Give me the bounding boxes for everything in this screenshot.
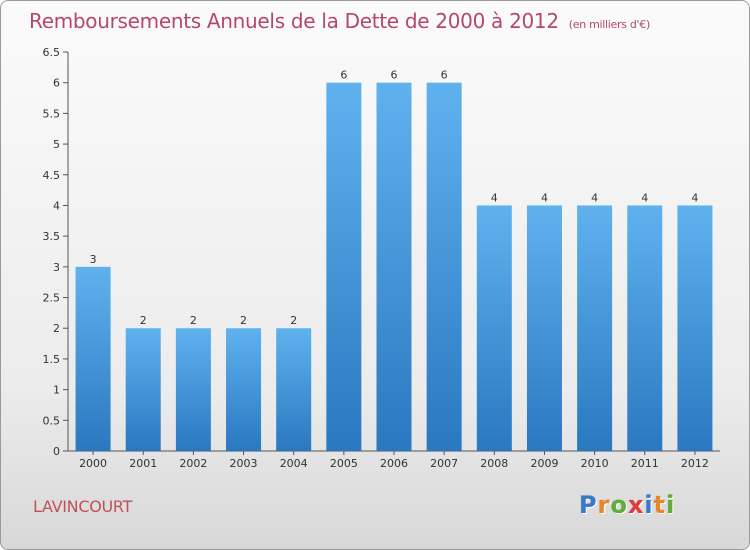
chart-title: Remboursements Annuels de la Dette de 20… xyxy=(29,9,650,33)
data-label: 3 xyxy=(90,253,97,266)
bar xyxy=(75,266,111,451)
y-tick-label: 3 xyxy=(53,261,60,274)
logo-letter: o xyxy=(610,491,628,519)
y-tick-label: 0.5 xyxy=(43,414,61,427)
data-label: 2 xyxy=(290,314,297,327)
bar xyxy=(526,205,562,451)
y-tick-label: 4.5 xyxy=(43,169,61,182)
y-tick-label: 3.5 xyxy=(43,230,61,243)
x-tick-label: 2000 xyxy=(79,457,107,470)
bar xyxy=(577,205,613,451)
logo-letter: t xyxy=(653,491,667,519)
data-label: 4 xyxy=(691,191,698,204)
x-tick-label: 2006 xyxy=(380,457,408,470)
y-tick-label: 5.5 xyxy=(43,107,61,120)
x-tick-label: 2011 xyxy=(631,457,659,470)
data-label: 2 xyxy=(190,314,197,327)
bar xyxy=(376,82,412,451)
bar xyxy=(125,328,161,451)
bars: 3 2 2 2 2 6 6 6 4 4 4 4 4 xyxy=(75,69,713,451)
y-tick-label: 4 xyxy=(53,199,60,212)
data-label: 2 xyxy=(140,314,147,327)
logo-letter: x xyxy=(627,491,645,519)
x-tick-label: 2007 xyxy=(430,457,458,470)
commune-name: LAVINCOURT xyxy=(33,497,133,516)
data-label: 4 xyxy=(491,191,498,204)
data-label: 6 xyxy=(391,69,398,82)
proxiti-logo: Proxiti xyxy=(579,491,675,519)
bar xyxy=(326,82,362,451)
x-tick-label: 2009 xyxy=(530,457,558,470)
data-label: 4 xyxy=(591,191,598,204)
bar xyxy=(677,205,713,451)
data-label: 4 xyxy=(641,191,648,204)
y-tick-label: 5 xyxy=(53,138,60,151)
data-label: 4 xyxy=(541,191,548,204)
data-label: 2 xyxy=(240,314,247,327)
data-label: 6 xyxy=(441,69,448,82)
y-tick-label: 6.5 xyxy=(43,46,61,59)
x-tick-label: 2003 xyxy=(230,457,258,470)
bar xyxy=(426,82,462,451)
axes: 0 0.5 1 1.5 2 2.5 3 3.5 4 4.5 5 5.5 6 6.5 2000 2001 2002… xyxy=(43,46,720,470)
bar xyxy=(175,328,211,451)
y-tick-label: 2.5 xyxy=(43,292,61,305)
y-tick-label: 1 xyxy=(53,384,60,397)
x-tick-label: 2008 xyxy=(480,457,508,470)
logo-letter: r xyxy=(597,491,611,519)
logo-letter: i xyxy=(666,491,676,519)
logo-letter: P xyxy=(579,491,598,519)
x-tick-label: 2001 xyxy=(129,457,157,470)
x-tick-label: 2002 xyxy=(179,457,207,470)
x-tick-label: 2010 xyxy=(581,457,609,470)
y-tick-label: 1.5 xyxy=(43,353,61,366)
bar xyxy=(276,328,312,451)
y-tick-label: 6 xyxy=(53,77,60,90)
bar xyxy=(226,328,262,451)
logo-letter: i xyxy=(644,491,654,519)
x-tick-label: 2004 xyxy=(280,457,308,470)
bar xyxy=(627,205,663,451)
x-tick-label: 2012 xyxy=(681,457,709,470)
y-tick-label: 2 xyxy=(53,322,60,335)
unit-note: (en milliers d'€) xyxy=(568,18,650,31)
y-tick-label: 0 xyxy=(53,445,60,458)
bar xyxy=(476,205,512,451)
data-label: 6 xyxy=(340,69,347,82)
x-tick-label: 2005 xyxy=(330,457,358,470)
